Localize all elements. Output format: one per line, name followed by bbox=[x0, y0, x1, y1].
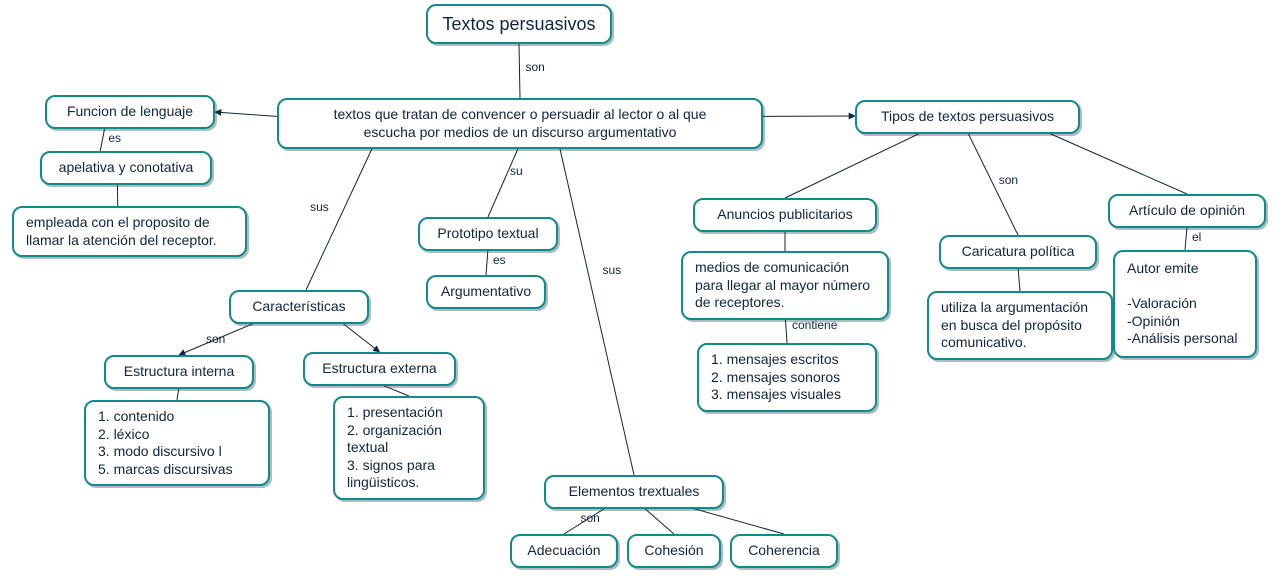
node-anuncios_list: 1. mensajes escritos 2. mensajes sonoros… bbox=[697, 343, 877, 412]
node-caricatura: Caricatura política bbox=[939, 235, 1097, 269]
node-articulo_def: Autor emite -Valoración -Opinión -Anális… bbox=[1113, 250, 1257, 358]
edge-label-definition-elementos: sus bbox=[602, 263, 621, 277]
edge-label-anuncios_def-anuncios_list: contiene bbox=[792, 318, 837, 332]
edge-articulo-articulo_def bbox=[1185, 227, 1187, 250]
edge-definition-prototipo bbox=[488, 144, 520, 217]
node-caracteristicas: Características bbox=[229, 290, 369, 324]
node-elementos: Elementos trextuales bbox=[544, 475, 724, 509]
node-empleada: empleada con el proposito de llamar la a… bbox=[12, 206, 247, 257]
edge-prototipo-argumentativo bbox=[486, 249, 488, 275]
node-externa_list: 1. presentación 2. organización textual … bbox=[333, 396, 485, 500]
node-argumentativo: Argumentativo bbox=[426, 275, 546, 309]
edge-est_interna-interna_list bbox=[177, 387, 179, 400]
edge-label-elementos-adecuacion: son bbox=[581, 511, 600, 525]
edge-label-tipos-caricatura: son bbox=[999, 173, 1018, 187]
node-apelativa: apelativa y conotativa bbox=[40, 151, 212, 185]
edge-label-articulo-articulo_def: el bbox=[1192, 230, 1201, 244]
edge-label-caracteristicas-est_interna: son bbox=[206, 332, 225, 346]
edge-caricatura-caricatura_def bbox=[1018, 267, 1020, 291]
edge-tipos-anuncios bbox=[785, 132, 923, 198]
edge-definition-elementos bbox=[559, 144, 634, 475]
edge-label-root-definition: son bbox=[526, 60, 545, 74]
node-anuncios_def: medios de comunicación para llegar al ma… bbox=[681, 251, 889, 320]
node-funcion: Funcion de lenguaje bbox=[45, 95, 215, 129]
node-interna_list: 1. contenido 2. léxico 3. modo discursiv… bbox=[84, 400, 270, 486]
edge-caracteristicas-est_externa bbox=[341, 322, 380, 352]
node-tipos: Tipos de textos persuasivos bbox=[855, 100, 1080, 134]
edge-definition-caracteristicas bbox=[306, 144, 374, 290]
node-definition: textos que tratan de convencer o persuad… bbox=[277, 98, 763, 149]
edge-elementos-coherencia bbox=[688, 507, 784, 534]
edge-est_externa-externa_list bbox=[380, 384, 410, 396]
edge-label-definition-prototipo: su bbox=[510, 164, 523, 178]
edge-label-prototipo-argumentativo: es bbox=[493, 253, 506, 267]
node-articulo: Artículo de opinión bbox=[1108, 194, 1266, 228]
node-anuncios: Anuncios publicitarios bbox=[693, 198, 877, 232]
edge-label-definition-caracteristicas: sus bbox=[310, 200, 329, 214]
node-cohesion: Cohesión bbox=[627, 534, 721, 568]
node-est_externa: Estructura externa bbox=[303, 352, 456, 386]
node-coherencia: Coherencia bbox=[730, 534, 838, 568]
node-adecuacion: Adecuación bbox=[510, 534, 618, 568]
edge-tipos-articulo bbox=[1046, 132, 1187, 194]
node-caricatura_def: utiliza la argumentación en busca del pr… bbox=[927, 291, 1113, 360]
node-prototipo: Prototipo textual bbox=[418, 217, 558, 251]
node-est_interna: Estructura interna bbox=[104, 355, 254, 389]
edge-funcion-apelativa bbox=[100, 129, 104, 151]
edge-definition-funcion bbox=[215, 112, 277, 116]
edge-root-definition bbox=[519, 44, 520, 98]
node-root: Textos persuasivos bbox=[426, 4, 612, 44]
edge-label-funcion-apelativa: es bbox=[108, 131, 121, 145]
edge-elementos-cohesion bbox=[643, 507, 674, 534]
